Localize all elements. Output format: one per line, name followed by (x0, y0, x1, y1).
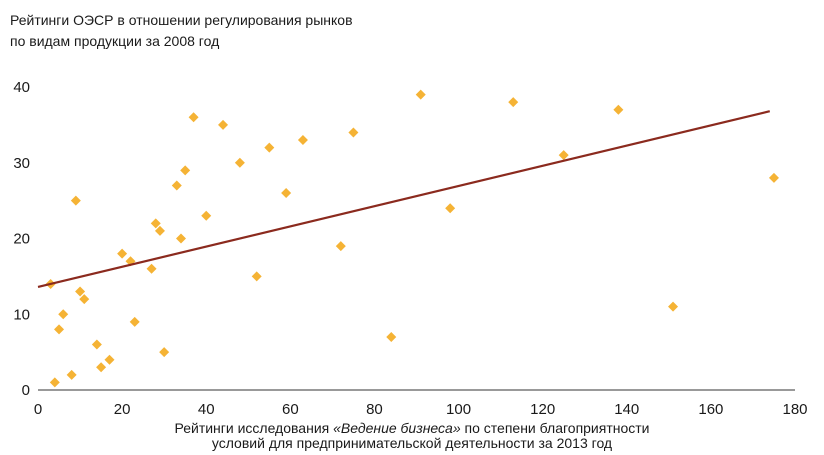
x-axis-title-suffix: по степени благоприятности (460, 420, 650, 436)
data-point (297, 135, 308, 146)
x-tick-label: 40 (198, 401, 215, 418)
y-axis-title-line-1: Рейтинги ОЭСР в отношении регулирования … (10, 12, 353, 28)
data-point (91, 339, 102, 350)
data-point (54, 324, 65, 335)
x-axis-title-line-2: условий для предпринимательской деятельн… (211, 435, 613, 451)
x-tick-label: 0 (34, 401, 42, 418)
data-point (66, 369, 77, 380)
data-point (768, 172, 779, 183)
data-point (188, 112, 199, 123)
data-point (264, 142, 275, 153)
scatter-chart: 0 10 20 30 40 0 20 40 60 80 100 120 140 160 180 (13, 79, 808, 418)
data-point (445, 203, 456, 214)
data-point (154, 225, 165, 236)
data-point (79, 294, 90, 305)
trend-line (37, 110, 771, 289)
data-point (218, 119, 229, 130)
data-point (234, 157, 245, 168)
x-axis-title-prefix: Рейтинги исследования (174, 420, 334, 436)
data-point (251, 271, 262, 282)
x-tick-label: 80 (366, 401, 383, 418)
data-point (159, 347, 170, 358)
data-point (58, 309, 69, 320)
data-point (386, 331, 397, 342)
y-axis-title-line-2: по видам продукции за 2008 год (10, 33, 220, 49)
y-tick-label: 0 (22, 382, 30, 399)
data-point (613, 104, 624, 115)
x-tick-label: 20 (114, 401, 131, 418)
y-tick-label: 30 (13, 155, 30, 172)
data-point (668, 301, 679, 312)
x-tick-label: 180 (782, 401, 807, 418)
x-tick-label: 60 (282, 401, 299, 418)
data-point (335, 241, 346, 252)
data-point (117, 248, 128, 259)
data-point (508, 97, 519, 108)
data-point (96, 362, 107, 373)
data-point (75, 286, 86, 297)
data-point (415, 89, 426, 100)
y-tick-label: 40 (13, 79, 30, 96)
data-point (129, 316, 140, 327)
y-tick-label: 10 (13, 306, 30, 323)
y-tick-labels: 0 10 20 30 40 (13, 79, 30, 399)
data-point (150, 218, 161, 229)
data-point (201, 210, 212, 221)
data-points (45, 89, 779, 388)
data-point (281, 188, 292, 199)
x-axis-title-line-1: Рейтинги исследования «Ведение бизнеса» … (0, 421, 824, 436)
x-tick-label: 100 (446, 401, 471, 418)
x-axis-title-italic: «Ведение бизнеса» (333, 420, 461, 436)
data-point (558, 150, 569, 161)
y-tick-label: 20 (13, 231, 30, 248)
y-axis-title: Рейтинги ОЭСР в отношении регулирования … (10, 10, 430, 52)
data-point (180, 165, 191, 176)
x-axis-title: Рейтинги исследования «Ведение бизнеса» … (0, 421, 824, 451)
data-point (146, 263, 157, 274)
data-point (171, 180, 182, 191)
data-point (49, 377, 60, 388)
x-tick-labels: 0 20 40 60 80 100 120 140 160 180 (34, 401, 808, 418)
x-tick-label: 120 (530, 401, 555, 418)
x-tick-label: 160 (698, 401, 723, 418)
data-point (104, 354, 115, 365)
data-point (175, 233, 186, 244)
data-point (70, 195, 81, 206)
x-tick-label: 140 (614, 401, 639, 418)
data-point (348, 127, 359, 138)
